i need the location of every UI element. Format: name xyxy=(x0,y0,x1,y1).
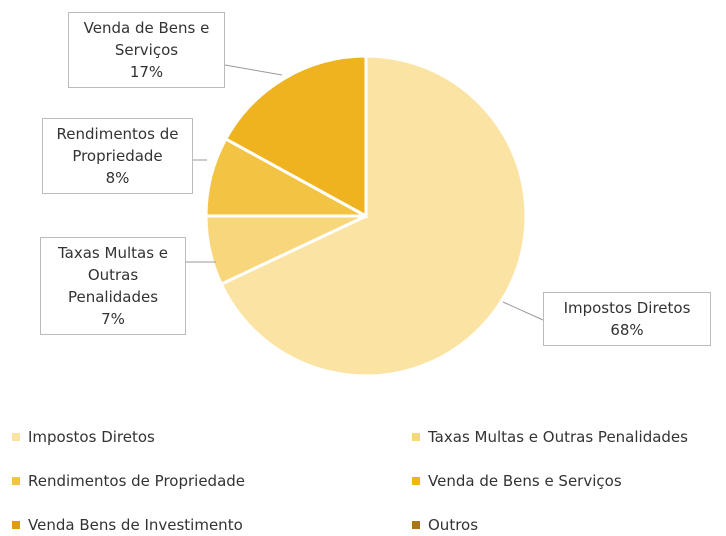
data-label: Venda de Bens e Serviços 17% xyxy=(68,12,225,88)
leader-line xyxy=(224,64,283,76)
legend-item: Venda Bens de Investimento xyxy=(12,516,243,534)
legend-swatch xyxy=(12,433,20,441)
label-value: 7% xyxy=(101,310,125,328)
data-label: Rendimentos de Propriedade 8% xyxy=(42,118,193,194)
legend-label: Taxas Multas e Outras Penalidades xyxy=(428,428,688,446)
legend-item: Impostos Diretos xyxy=(12,428,155,446)
legend-swatch xyxy=(12,521,20,529)
data-label: Impostos Diretos 68% xyxy=(543,292,711,346)
label-category: Rendimentos de Propriedade xyxy=(56,125,179,165)
legend-label: Venda de Bens e Serviços xyxy=(428,472,622,490)
legend-item: Rendimentos de Propriedade xyxy=(12,472,245,490)
label-category: Impostos Diretos xyxy=(563,299,691,317)
legend-label: Outros xyxy=(428,516,479,534)
legend-label: Venda Bens de Investimento xyxy=(28,516,243,534)
legend-swatch xyxy=(12,477,20,485)
legend-swatch xyxy=(412,433,420,441)
pie-slice xyxy=(223,54,368,219)
legend-swatch xyxy=(412,477,420,485)
legend-item: Venda de Bens e Serviços xyxy=(412,472,622,490)
data-label: Taxas Multas e Outras Penalidades 7% xyxy=(40,237,186,335)
legend-label: Rendimentos de Propriedade xyxy=(28,472,246,490)
legend-label: Impostos Diretos xyxy=(28,428,155,446)
label-value: 68% xyxy=(610,321,644,339)
legend-item: Outros xyxy=(412,516,478,534)
label-category: Venda de Bens e Serviços xyxy=(83,19,210,59)
legend-item: Taxas Multas e Outras Penalidades xyxy=(412,428,688,446)
label-category: Taxas Multas e Outras Penalidades xyxy=(57,244,169,306)
leader-line xyxy=(502,301,544,321)
pie-slice xyxy=(219,54,528,378)
label-value: 17% xyxy=(129,63,164,81)
label-value: 8% xyxy=(105,169,130,187)
legend-swatch xyxy=(412,521,420,529)
